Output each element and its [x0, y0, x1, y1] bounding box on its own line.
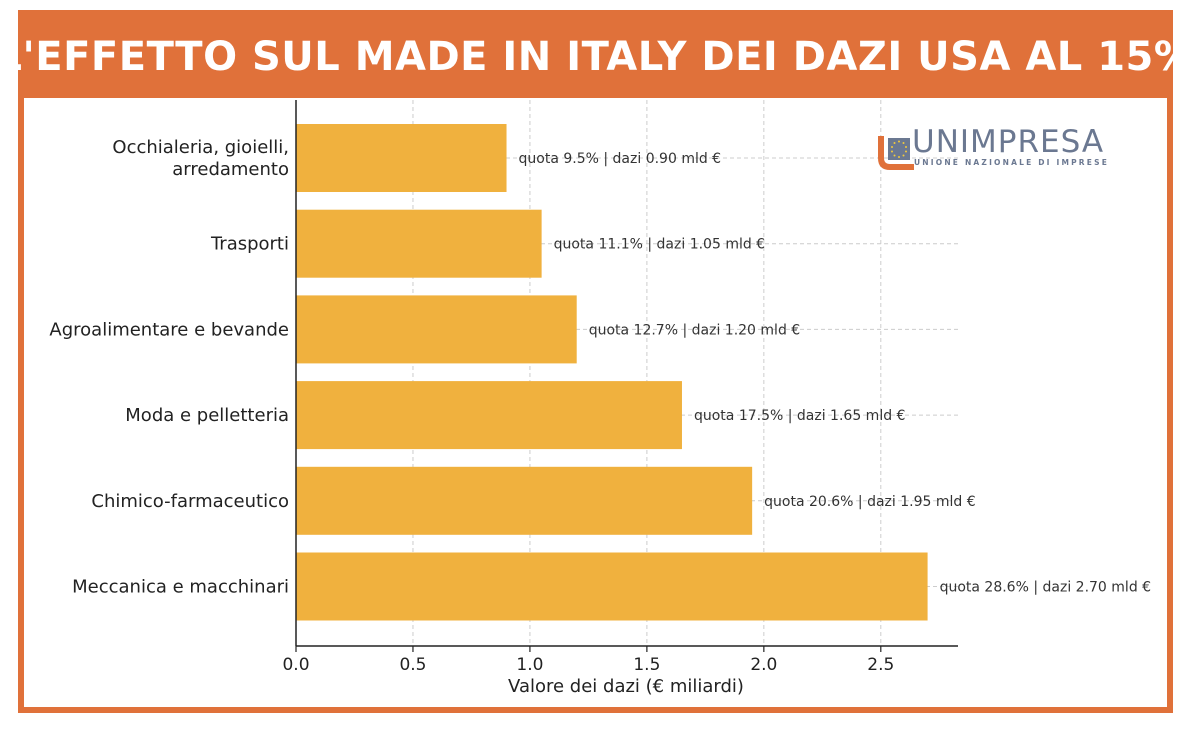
bar [296, 209, 542, 278]
x-axis-label: Valore dei dazi (€ miliardi) [508, 676, 744, 697]
x-tick-label: 0.5 [399, 655, 426, 675]
axes: 0.0 0.5 1.0 1.5 2.0 2.5 [282, 100, 958, 675]
x-tick-label: 1.5 [633, 655, 660, 675]
title-bar: L'EFFETTO SUL MADE IN ITALY DEI DAZI USA… [0, 16, 1194, 98]
x-tick-label: 0.0 [282, 655, 309, 675]
data-label: quota 17.5% | dazi 1.65 mld € [694, 408, 905, 424]
category-label: Trasporti [210, 234, 289, 255]
data-labels: quota 9.5% | dazi 0.90 mld € quota 11.1% … [519, 151, 1152, 596]
category-labels: Occhialeria, gioielli, arredamento Traspor… [49, 137, 289, 598]
category-label: Meccanica e macchinari [72, 577, 289, 598]
data-label: quota 11.1% | dazi 1.05 mld € [554, 237, 765, 253]
category-label: Agroalimentare e bevande [49, 319, 289, 340]
bar [296, 466, 753, 535]
bar [296, 552, 928, 621]
category-label: Chimico-farmaceutico [91, 491, 289, 512]
x-tick-label: 1.0 [516, 655, 543, 675]
logo-tagline: UNIONE NAZIONALE DI IMPRESE [914, 158, 1110, 167]
bars [296, 124, 928, 621]
category-label: Occhialeria, gioielli, arredamento [112, 137, 289, 180]
data-label: quota 20.6% | dazi 1.95 mld € [764, 494, 975, 510]
data-label: quota 28.6% | dazi 2.70 mld € [940, 580, 1151, 596]
bar [296, 295, 577, 364]
x-tick-label: 2.5 [867, 655, 894, 675]
data-label: quota 9.5% | dazi 0.90 mld € [519, 151, 722, 167]
data-label: quota 12.7% | dazi 1.20 mld € [589, 322, 800, 338]
category-label: Moda e pelletteria [125, 405, 289, 426]
page-title: L'EFFETTO SUL MADE IN ITALY DEI DAZI USA… [0, 34, 1195, 80]
bar [296, 381, 682, 450]
unimpresa-logo: UNIMPRESA UNIONE NAZIONALE DI IMPRESE [856, 124, 1136, 176]
x-tick-label: 2.0 [750, 655, 777, 675]
logo-emblem-icon [878, 136, 914, 170]
logo-wordmark: UNIMPRESA [912, 124, 1105, 160]
bar [296, 124, 507, 192]
